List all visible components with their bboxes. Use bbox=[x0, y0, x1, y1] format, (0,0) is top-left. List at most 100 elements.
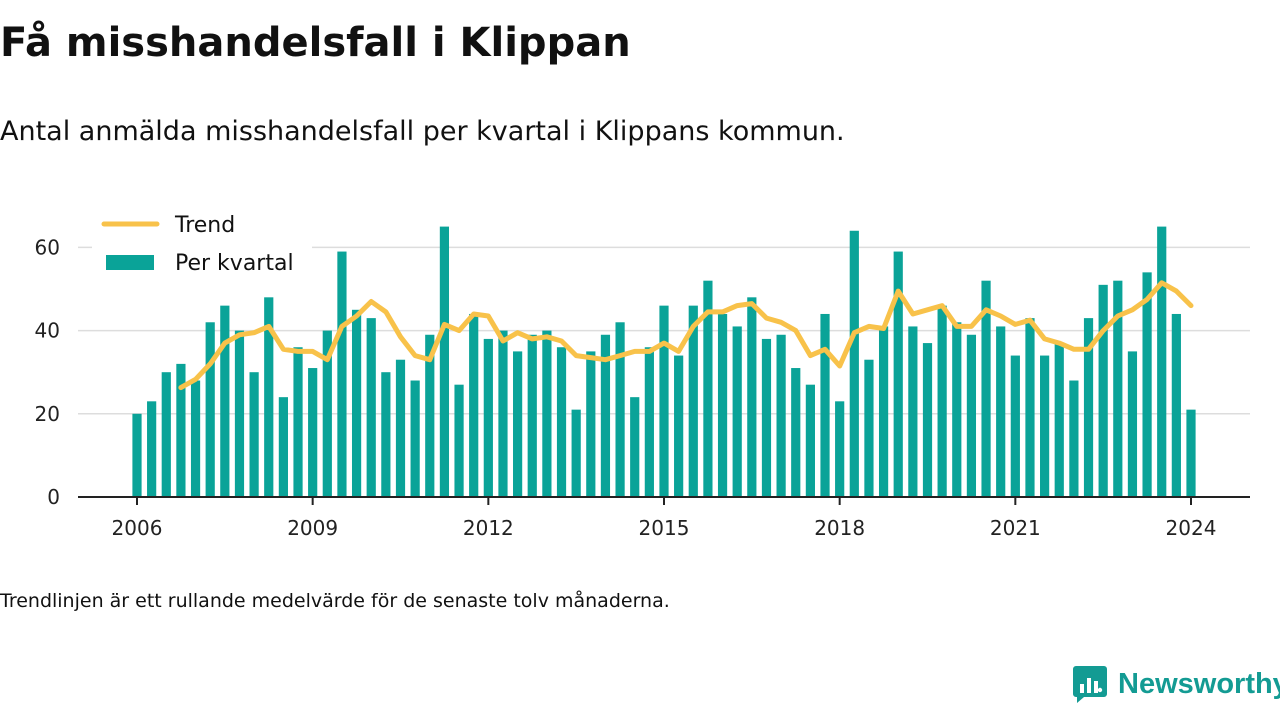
bar bbox=[1040, 355, 1050, 497]
bar bbox=[586, 351, 596, 497]
bar bbox=[688, 305, 698, 497]
bar bbox=[132, 413, 142, 497]
bars bbox=[132, 226, 1196, 497]
bar bbox=[1113, 280, 1123, 497]
bar bbox=[893, 251, 903, 497]
bar bbox=[234, 330, 245, 497]
bar bbox=[1010, 355, 1020, 497]
chart-subtitle: Antal anmälda misshandelsfall per kvarta… bbox=[0, 116, 845, 147]
bar bbox=[966, 334, 977, 497]
bar bbox=[659, 305, 669, 497]
legend: Trend Per kvartal bbox=[92, 205, 312, 285]
bar bbox=[1054, 343, 1064, 497]
bar bbox=[278, 397, 288, 497]
chart: 0 20 40 60 2006 2009 2012 2015 2018 2021 2024 Tren… bbox=[34, 205, 1250, 540]
bar bbox=[878, 326, 889, 497]
bar bbox=[556, 347, 567, 497]
footnote: Trendlinjen är ett rullande medelvärde f… bbox=[0, 590, 670, 612]
x-tick-label: 2006 bbox=[112, 516, 163, 540]
x-tick-label: 2012 bbox=[463, 516, 514, 540]
bar bbox=[571, 409, 581, 497]
bar bbox=[454, 384, 464, 497]
x-tick-label: 2018 bbox=[814, 516, 865, 540]
bar bbox=[1186, 409, 1196, 497]
bar bbox=[1157, 226, 1167, 497]
legend-bar-label: Per kvartal bbox=[175, 251, 294, 276]
trend-line bbox=[178, 280, 1194, 391]
bar bbox=[308, 368, 318, 497]
y-tick-label: 20 bbox=[35, 402, 60, 426]
legend-trend-label: Trend bbox=[174, 213, 235, 238]
bar bbox=[644, 347, 654, 497]
bar bbox=[1127, 351, 1138, 497]
bar bbox=[805, 384, 815, 497]
bar bbox=[425, 334, 435, 497]
bar bbox=[381, 372, 391, 497]
bar bbox=[439, 226, 450, 497]
bar bbox=[220, 305, 230, 497]
bar bbox=[513, 351, 523, 497]
bar bbox=[410, 380, 420, 497]
bar bbox=[952, 322, 962, 497]
bar bbox=[395, 359, 406, 497]
x-tick-label: 2015 bbox=[639, 516, 690, 540]
bar bbox=[1171, 313, 1181, 497]
bar bbox=[615, 322, 625, 497]
bar bbox=[864, 359, 874, 497]
bar bbox=[147, 401, 157, 497]
bar bbox=[761, 338, 772, 497]
bar bbox=[190, 380, 201, 497]
bar bbox=[674, 355, 684, 497]
y-tick-label: 60 bbox=[35, 235, 60, 259]
bar bbox=[703, 280, 713, 497]
bar bbox=[483, 338, 493, 497]
trend-line-group bbox=[178, 280, 1194, 391]
bar bbox=[908, 326, 918, 497]
x-tick-label: 2024 bbox=[1166, 516, 1217, 540]
bar bbox=[1025, 318, 1035, 497]
bar bbox=[981, 280, 991, 497]
bar bbox=[996, 326, 1006, 497]
bar bbox=[542, 330, 552, 497]
bar bbox=[1142, 272, 1152, 497]
bar bbox=[351, 309, 362, 497]
y-tick-label: 0 bbox=[47, 485, 60, 509]
brand-logo: Newsworthy bbox=[1072, 664, 1280, 704]
bar bbox=[366, 318, 376, 497]
bar bbox=[600, 334, 611, 497]
bar bbox=[820, 313, 830, 497]
bar bbox=[527, 334, 537, 497]
bar bbox=[791, 368, 801, 497]
bar bbox=[922, 343, 933, 497]
bar bbox=[498, 330, 508, 497]
bar bbox=[322, 330, 332, 497]
legend-bar-swatch bbox=[106, 255, 154, 270]
bar bbox=[717, 313, 728, 497]
bar bbox=[1083, 318, 1094, 497]
bar bbox=[249, 372, 259, 497]
axes: 0 20 40 60 2006 2009 2012 2015 2018 2021 2024 bbox=[35, 235, 1250, 540]
bar bbox=[747, 297, 757, 497]
bar bbox=[161, 372, 171, 497]
bar bbox=[849, 230, 859, 497]
chart-title: Få misshandelsfall i Klippan bbox=[0, 20, 631, 66]
bar bbox=[937, 305, 947, 497]
bar bbox=[732, 326, 742, 497]
x-tick-label: 2021 bbox=[990, 516, 1041, 540]
bar bbox=[776, 334, 786, 497]
legend-background bbox=[92, 205, 312, 285]
y-tick-label: 40 bbox=[35, 319, 60, 343]
bar bbox=[293, 347, 303, 497]
bar bbox=[630, 397, 640, 497]
bar bbox=[1069, 380, 1079, 497]
bar bbox=[1098, 284, 1108, 497]
bar bbox=[469, 313, 479, 497]
bar bbox=[337, 251, 347, 497]
bar bbox=[264, 297, 274, 497]
brand-name: Newsworthy bbox=[1118, 667, 1280, 700]
x-tick-label: 2009 bbox=[287, 516, 338, 540]
bar bbox=[205, 322, 215, 497]
bar bbox=[835, 401, 845, 497]
bar bbox=[176, 363, 186, 497]
newsworthy-icon bbox=[1073, 666, 1107, 703]
